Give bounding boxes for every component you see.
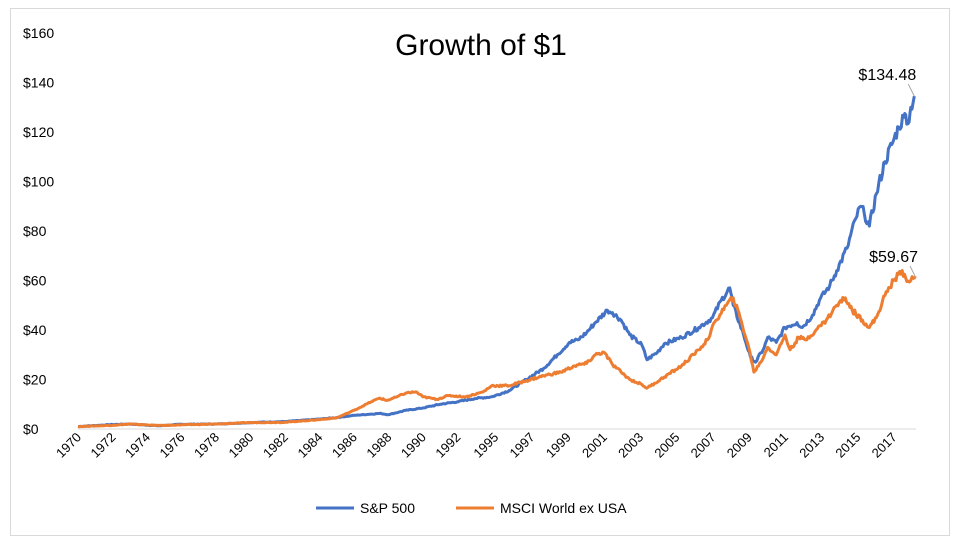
x-tick-label: 2005 xyxy=(651,430,682,461)
x-tick-label: 2015 xyxy=(832,430,863,461)
chart-frame: Growth of $1 $0 $20 $40 $60 $80 $100 $120 $140 $… xyxy=(10,8,950,536)
x-tick-label: 2013 xyxy=(796,430,827,461)
legend-entry: S&P 500 xyxy=(360,500,415,516)
y-tick-label: $140 xyxy=(23,75,54,91)
y-tick-label: $160 xyxy=(23,25,54,41)
end-labels: $134.48 $59.67 xyxy=(858,67,918,279)
y-tick-label: $120 xyxy=(23,124,54,140)
y-axis-ticks: $0 $20 $40 $60 $80 $100 $120 $140 $160 xyxy=(23,25,54,437)
growth-chart: Growth of $1 $0$20$40$60$80$100$120$140$… xyxy=(23,25,918,516)
x-tick-label: 1980 xyxy=(225,430,256,461)
end-label-leader xyxy=(907,83,915,97)
x-tick-label: 1992 xyxy=(432,430,463,461)
x-tick-label: 1997 xyxy=(507,430,538,461)
end-label-leader xyxy=(909,265,917,279)
x-tick-label: 1978 xyxy=(191,430,222,461)
series-line xyxy=(77,269,917,429)
y-tick-label: $0 xyxy=(23,421,39,437)
x-tick-label: 1995 xyxy=(470,430,501,461)
x-tick-label: 1988 xyxy=(363,430,394,461)
series-line xyxy=(77,95,916,429)
y-tick-label: $20 xyxy=(23,372,47,388)
x-tick-label: 2007 xyxy=(688,430,719,461)
x-tick-label: 2003 xyxy=(615,430,646,461)
end-value-label: $134.48 xyxy=(858,67,916,84)
x-tick-label: 2011 xyxy=(761,430,791,460)
x-tick-label: 2009 xyxy=(724,430,755,461)
x-tick-label: 1974 xyxy=(122,430,153,461)
x-tick-label: 1984 xyxy=(294,430,325,461)
y-tick-label: $40 xyxy=(23,322,47,338)
x-tick-label: 1970 xyxy=(53,430,84,461)
y-tick-label: $80 xyxy=(23,223,47,239)
x-tick-label: 2001 xyxy=(579,430,610,461)
legend: S&P 500 MSCI World ex USA xyxy=(316,500,627,516)
x-tick-label: 1986 xyxy=(329,430,360,461)
y-tick-label: $100 xyxy=(23,174,54,190)
legend-entry: MSCI World ex USA xyxy=(500,500,627,516)
x-tick-label: 1990 xyxy=(398,430,429,461)
chart-title: Growth of $1 xyxy=(395,29,567,62)
x-tick-label: 1982 xyxy=(260,430,291,461)
series-lines xyxy=(77,95,917,429)
x-tick-label: 2017 xyxy=(869,430,900,461)
x-tick-label: 1999 xyxy=(543,430,574,461)
x-axis-ticks: 1970 1972 1974 1976 1978 1980 1982 1984 1986 1988… xyxy=(53,430,900,461)
end-value-label: $59.67 xyxy=(869,249,918,266)
x-tick-label: 1976 xyxy=(157,430,188,461)
x-tick-label: 1972 xyxy=(88,430,119,461)
y-tick-label: $60 xyxy=(23,273,47,289)
